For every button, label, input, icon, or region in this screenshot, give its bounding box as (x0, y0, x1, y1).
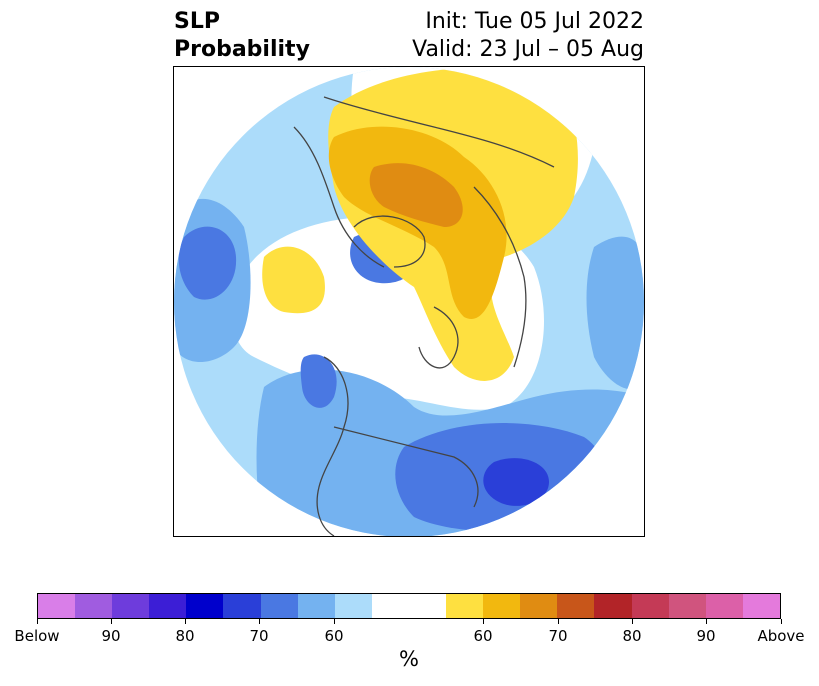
colorbar-swatch (334, 594, 372, 618)
colorbar-swatch (483, 594, 521, 618)
init-date: Init: Tue 05 Jul 2022 (425, 9, 644, 34)
colorbar-swatch (297, 594, 335, 618)
colorbar-swatch (594, 594, 632, 618)
colorbar-swatch (260, 594, 298, 618)
colorbar-tick-label: Below (14, 627, 60, 645)
title-line-2: Probability (174, 37, 310, 62)
colorbar-swatch (446, 594, 484, 618)
colorbar-tick-label: 80 (622, 627, 642, 645)
asia-east-coast (293, 126, 385, 268)
probability-map (173, 66, 645, 537)
shade-below-80-west-coast (300, 354, 337, 408)
colorbar-tick-label: 70 (249, 627, 269, 645)
coastlines (293, 96, 555, 536)
north-america-border (333, 426, 479, 508)
shade-above-60-west (262, 246, 325, 314)
shade-above-60-siberia (506, 104, 571, 207)
colorbar-swatch (668, 594, 706, 618)
shade-below-90-southeast (483, 458, 549, 506)
colorbar-tick-mark (631, 619, 633, 624)
colorbar-swatch (75, 594, 113, 618)
north-america-west-coast (316, 356, 349, 536)
colorbar-swatch (631, 594, 669, 618)
title-line-1: SLP (174, 9, 220, 34)
colorbar-tick-mark (780, 619, 782, 624)
shade-above-80-europe (369, 163, 463, 227)
probability-colorbar (37, 593, 781, 619)
colorbar-tick-mark (705, 619, 707, 624)
colorbar-tick-mark (557, 619, 559, 624)
colorbar-tick-label: 90 (101, 627, 121, 645)
colorbar-tick-label: 80 (175, 627, 195, 645)
colorbar-swatch (38, 594, 76, 618)
colorbar-tick-label: 60 (473, 627, 493, 645)
colorbar-tick-mark (36, 619, 38, 624)
colorbar-swatch (149, 594, 187, 618)
arctic-islands (353, 215, 426, 268)
europe-coast (473, 186, 527, 368)
colorbar-tick-mark (333, 619, 335, 624)
colorbar-swatch (186, 594, 224, 618)
colorbar-swatch (223, 594, 261, 618)
eurasia-north-coast (323, 96, 555, 168)
colorbar-swatch (557, 594, 595, 618)
map-canvas (174, 67, 644, 536)
colorbar-tick-label: Above (757, 627, 805, 645)
colorbar-swatch (742, 594, 780, 618)
colorbar-tick-mark (258, 619, 260, 624)
forecast-dates: Init: Tue 05 Jul 2022 Valid: 23 Jul – 05… (412, 8, 644, 64)
greenland-outline (418, 306, 459, 369)
colorbar-swatch (408, 594, 447, 618)
colorbar-tick-label: 90 (696, 627, 716, 645)
map-title: SLP Probability (174, 8, 310, 64)
colorbar-swatch (520, 594, 558, 618)
shade-below-70-east (586, 236, 644, 390)
colorbar-tick-label: 60 (324, 627, 344, 645)
colorbar-tick-label: 70 (548, 627, 568, 645)
shade-below-80-west (178, 226, 237, 300)
colorbar-swatch (112, 594, 150, 618)
colorbar-tick-mark (184, 619, 186, 624)
valid-range: Valid: 23 Jul – 05 Aug (412, 37, 644, 62)
colorbar-unit: % (399, 647, 419, 671)
colorbar-swatch (705, 594, 743, 618)
colorbar-tick-mark (482, 619, 484, 624)
colorbar-swatch (371, 594, 409, 618)
colorbar-tick-mark (110, 619, 112, 624)
